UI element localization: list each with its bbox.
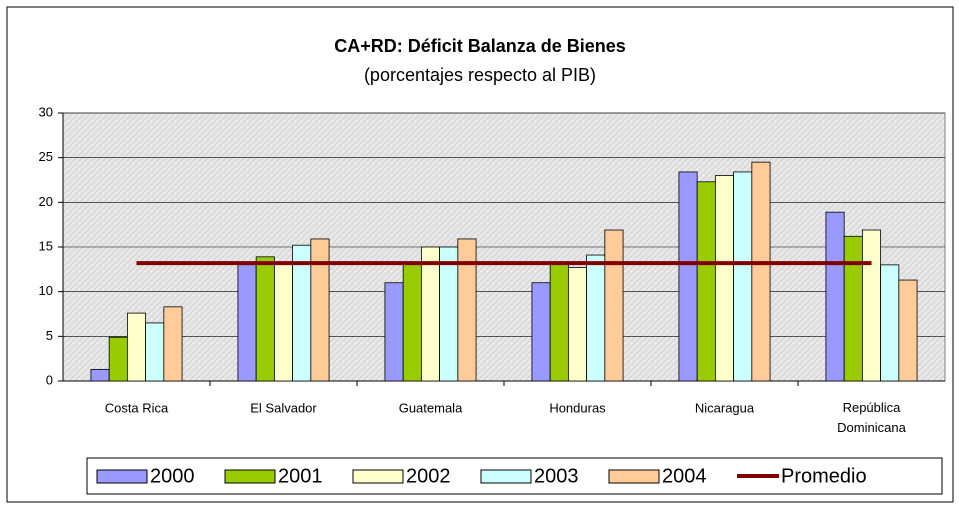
bar [714,175,735,382]
y-tick-label: 25 [39,149,53,164]
bar [843,235,863,382]
bar [90,368,110,382]
legend-label: 2002 [406,465,451,487]
y-tick-label: 20 [39,194,53,209]
legend-swatch [608,469,660,484]
bar [310,238,330,382]
y-tick-label: 5 [46,328,53,343]
bar [273,261,294,382]
bar [420,246,441,382]
bar [126,312,147,382]
x-tick-label: El Salvador [250,400,317,415]
bar [733,171,753,382]
bar [237,262,257,382]
legend-label: 2001 [278,465,323,487]
bar [567,267,588,382]
bar [678,171,698,382]
legend-label: 2000 [150,465,195,487]
bar [145,322,165,382]
bar [384,282,404,382]
bar [825,211,845,382]
legend-label: 2004 [662,465,707,487]
legend-label: Promedio [781,465,867,487]
y-tick-label: 10 [39,283,53,298]
bar [531,282,551,382]
x-tick-label: Costa Rica [105,400,169,415]
chart-subtitle: (porcentajes respecto al PIB) [364,65,596,85]
bar [439,246,459,382]
x-tick-label: Nicaragua [695,400,755,415]
x-tick-label: República Dominicana [837,400,906,435]
y-tick-label: 0 [46,372,53,387]
legend-swatch [352,469,404,484]
x-tick-label: Honduras [549,400,606,415]
bar [586,254,606,382]
legend-label: 2003 [534,465,579,487]
x-tick-label: Guatemala [399,400,463,415]
bar [457,238,477,382]
bar [861,229,882,382]
bar [402,263,422,382]
legend-swatch [224,469,276,484]
bar [549,263,569,382]
chart-title: CA+RD: Déficit Balanza de Bienes [334,36,626,56]
bar [108,336,128,382]
bar [696,181,716,382]
legend-swatch [480,469,532,484]
bar [751,161,771,382]
legend-swatch [96,469,148,484]
bar [604,229,624,382]
bar [255,256,275,382]
bar [880,264,900,382]
y-tick-label: 15 [39,238,53,253]
bar [163,306,183,382]
bar [898,279,918,382]
bar [292,244,312,382]
y-tick-label: 30 [39,104,53,119]
